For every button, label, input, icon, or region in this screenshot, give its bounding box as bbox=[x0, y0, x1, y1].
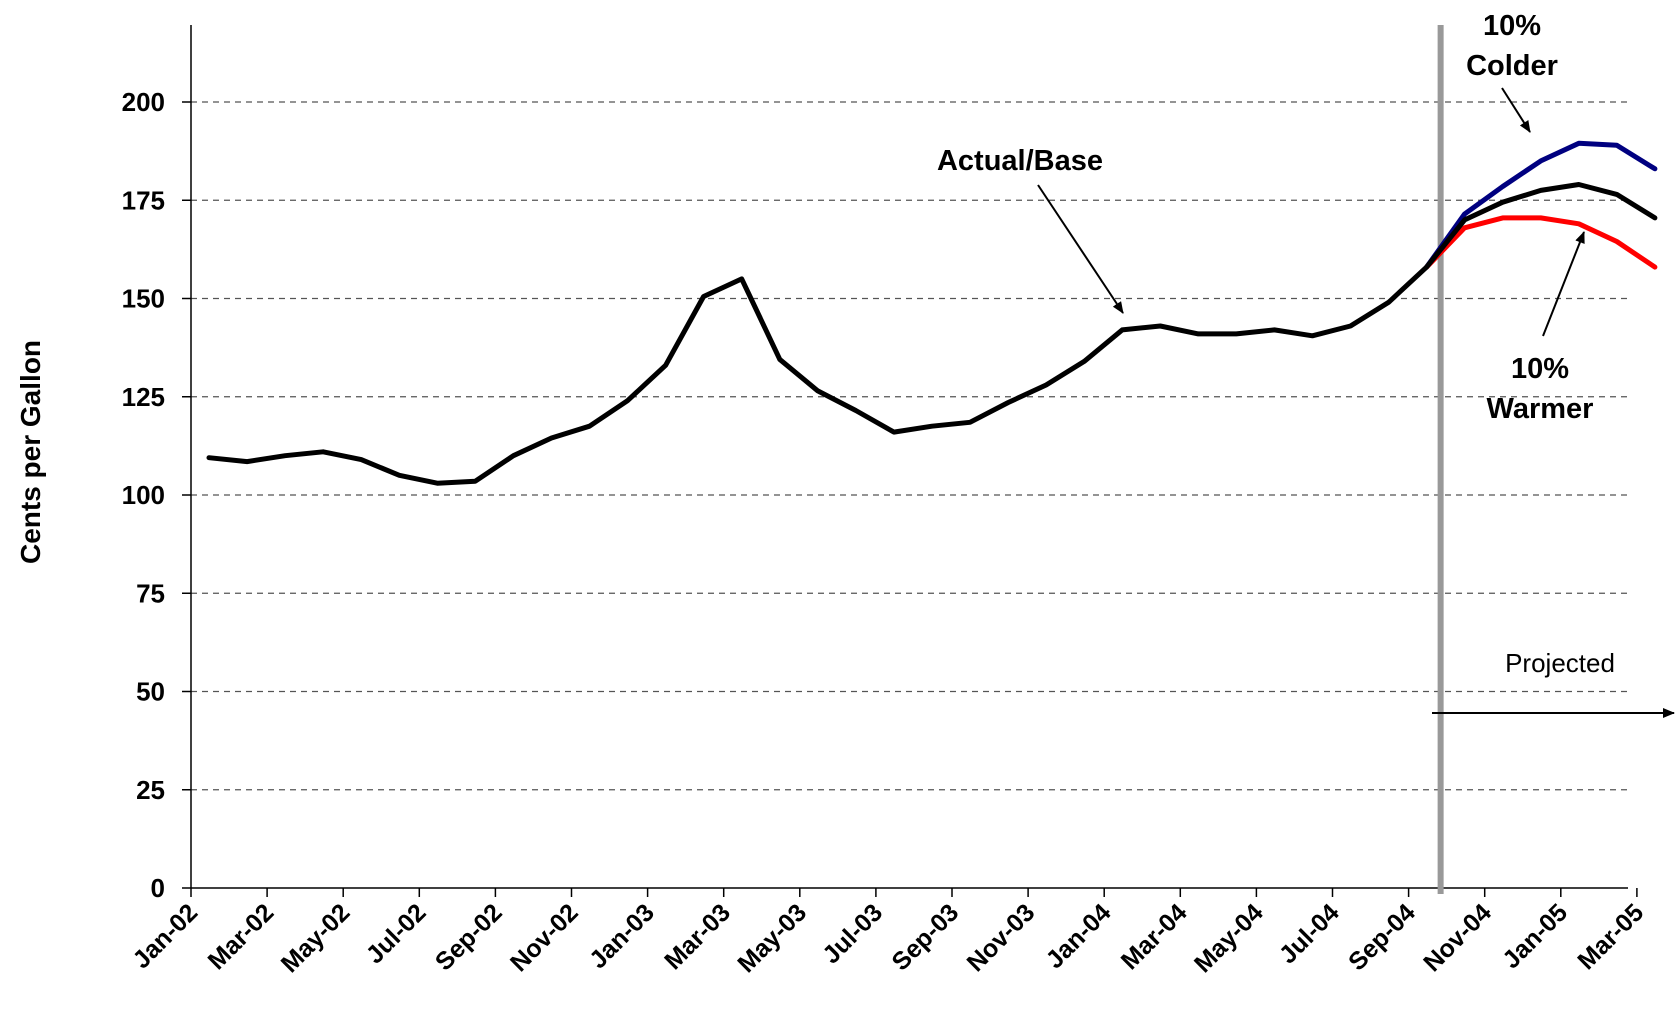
actual-base-arrow bbox=[1037, 184, 1124, 314]
x-tick-label-13: Mar-04 bbox=[1116, 898, 1193, 975]
y-axis-title: Cents per Gallon bbox=[15, 340, 46, 564]
colder-arrow bbox=[1501, 87, 1531, 133]
x-tick-label-12: Jan-04 bbox=[1041, 898, 1117, 974]
x-tick-label-2: May-02 bbox=[276, 898, 356, 978]
x-tick-label-5: Nov-02 bbox=[505, 898, 584, 977]
x-tick-label-8: May-03 bbox=[732, 898, 812, 978]
x-tick-label-11: Nov-03 bbox=[962, 898, 1041, 977]
y-tick-label-75: 75 bbox=[136, 578, 165, 608]
y-tick-label-150: 150 bbox=[122, 284, 165, 314]
warmer-arrow bbox=[1542, 231, 1585, 337]
x-tick-label-6: Jan-03 bbox=[584, 898, 660, 974]
y-tick-label-125: 125 bbox=[122, 382, 165, 412]
projected-label: Projected bbox=[1505, 648, 1615, 678]
x-tick-label-16: Sep-04 bbox=[1343, 898, 1421, 976]
x-tick-label-1: Mar-02 bbox=[203, 898, 280, 975]
x-tick-label-15: Jul-04 bbox=[1274, 898, 1345, 969]
series-line-10-warmer bbox=[1424, 215, 1658, 270]
annotations: Cents per Gallon Actual/Base 10% Colder … bbox=[15, 10, 1675, 718]
y-tick-label-175: 175 bbox=[122, 185, 165, 215]
y-tick-label-25: 25 bbox=[136, 775, 165, 805]
x-tick-label-4: Sep-02 bbox=[430, 898, 508, 976]
x-tick-label-9: Jul-03 bbox=[817, 898, 888, 969]
x-tick-label-14: May-04 bbox=[1189, 898, 1269, 978]
x-tick-label-18: Jan-05 bbox=[1497, 898, 1573, 974]
series-line-actual-base bbox=[206, 182, 1658, 486]
x-tick-label-7: Mar-03 bbox=[659, 898, 736, 975]
series-line-10-colder bbox=[1424, 140, 1658, 270]
axes: 0 25 50 75 100 125 150 175 200 Jan-02 Mar-02May-02… bbox=[122, 25, 1649, 978]
colder-label-line2: Colder bbox=[1466, 50, 1558, 82]
x-tick-label-0: Jan-02 bbox=[127, 898, 203, 974]
y-tick-label-0: 0 bbox=[151, 873, 165, 903]
y-tick-label-100: 100 bbox=[122, 480, 165, 510]
series-lines bbox=[206, 140, 1658, 486]
actual-base-label: Actual/Base bbox=[937, 145, 1103, 177]
y-tick-label-200: 200 bbox=[122, 87, 165, 117]
gridlines bbox=[191, 101, 1628, 791]
warmer-label-line2: Warmer bbox=[1487, 393, 1594, 425]
x-tick-label-19: Mar-05 bbox=[1572, 898, 1649, 975]
colder-label-line1: 10% bbox=[1483, 10, 1541, 42]
x-tick-label-3: Jul-02 bbox=[361, 898, 432, 969]
x-tick-label-10: Sep-03 bbox=[886, 898, 964, 976]
x-tick-label-17: Nov-04 bbox=[1418, 898, 1497, 977]
warmer-label-line1: 10% bbox=[1511, 353, 1569, 385]
y-tick-label-50: 50 bbox=[136, 677, 165, 707]
